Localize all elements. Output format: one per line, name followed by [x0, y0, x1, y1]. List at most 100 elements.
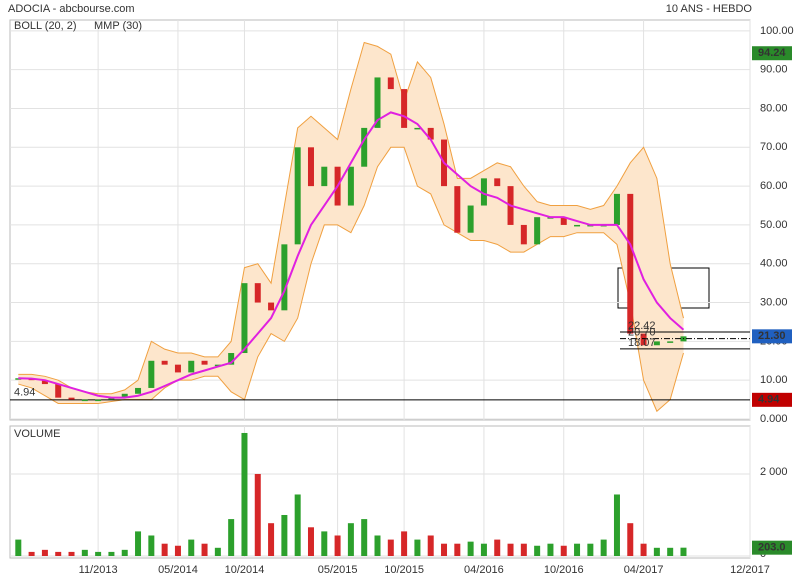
y-tick-label: 0.000 [760, 413, 788, 425]
volume-bar [480, 543, 487, 556]
candle [627, 193, 634, 334]
y-tick-label: 30.00 [760, 296, 788, 308]
candle [281, 244, 288, 311]
candle [201, 360, 208, 365]
chart-title: ADOCIA - abcbourse.com [8, 3, 135, 15]
x-tick-label: 04/2016 [464, 564, 504, 576]
level-label: 22.42 [628, 320, 656, 332]
candle [135, 387, 142, 394]
candle [161, 360, 168, 365]
low-badge-label: 4.94 [758, 394, 780, 406]
volume-bar [95, 551, 102, 556]
volume-bar [653, 547, 660, 556]
volume-bar [600, 539, 607, 556]
volume-bar [387, 539, 394, 556]
candle [294, 147, 301, 245]
volume-bar [441, 543, 448, 556]
volume-bar [574, 543, 581, 556]
volume-bar [507, 543, 514, 556]
volume-bar [347, 523, 354, 556]
y-tick-label: 100.00 [760, 25, 794, 37]
volume-bar [680, 547, 687, 556]
candle [214, 364, 221, 367]
high-badge [752, 46, 792, 61]
candle [667, 341, 674, 343]
volume-bar [241, 432, 248, 556]
x-tick-label: 12/2017 [730, 564, 770, 576]
band-fill [18, 42, 684, 412]
level-label: 20.70 [628, 327, 656, 339]
candle [41, 380, 48, 385]
x-tick-label: 10/2015 [384, 564, 424, 576]
volume-bar [427, 535, 434, 556]
candle [68, 397, 75, 400]
candle [387, 77, 394, 90]
y-tick-label: 90.00 [760, 64, 788, 76]
candle [427, 127, 434, 140]
volume-bar [321, 531, 328, 556]
candle [653, 341, 660, 346]
legend-label: BOLL (20, 2) [14, 20, 77, 32]
volume-bar [547, 543, 554, 556]
volume-bar [613, 494, 620, 556]
volume-bar [520, 543, 527, 556]
volume-bar [294, 494, 301, 556]
volume-bar [174, 545, 181, 556]
volume-bar [627, 523, 634, 556]
candle [81, 399, 88, 402]
last-badge-label: 21.30 [758, 330, 786, 342]
candle [148, 360, 155, 388]
volume-badge [752, 540, 792, 555]
y-tick-label: 70.00 [760, 141, 788, 153]
volume-bar [281, 514, 288, 556]
volume-bar [401, 531, 408, 556]
candle [454, 186, 461, 233]
candle [228, 353, 235, 365]
volume-bar [414, 539, 421, 556]
volume-bar [254, 473, 261, 556]
volume-bar [467, 541, 474, 556]
volume-bar [454, 543, 461, 556]
volume-bar [494, 539, 501, 556]
volume-bar [28, 551, 35, 556]
x-tick-label: 04/2017 [624, 564, 664, 576]
volume-bar [268, 523, 275, 556]
candle [520, 224, 527, 245]
mmp-line [18, 111, 685, 399]
volume-bar [81, 549, 88, 556]
volume-bar [108, 551, 115, 556]
candle [574, 224, 581, 227]
candle [174, 364, 181, 373]
volume-bar [307, 527, 314, 556]
volume-bar [135, 531, 142, 556]
candle [480, 178, 487, 206]
y-tick-label: 10.00 [760, 374, 788, 386]
low-badge [752, 392, 792, 407]
volume-bar [560, 545, 567, 556]
candle [494, 178, 501, 187]
volume-title: VOLUME [14, 428, 60, 440]
volume-bar [201, 543, 208, 556]
candle [95, 399, 102, 402]
volume-bar [161, 543, 168, 556]
volume-bar [334, 535, 341, 556]
x-tick-label: 10/2016 [544, 564, 584, 576]
candle [307, 147, 314, 187]
candle [640, 333, 647, 346]
candle [347, 166, 354, 206]
volume-bar [15, 539, 22, 556]
volume-bar [374, 535, 381, 556]
candle [467, 205, 474, 233]
volume-badge-label: 203.0 [758, 542, 786, 554]
x-tick-label: 11/2013 [79, 564, 118, 576]
level-label: 18.07 [628, 337, 656, 349]
high-badge-label: 94.24 [758, 47, 786, 59]
candle [534, 217, 541, 245]
candle [321, 166, 328, 187]
legend-label: MMP (30) [94, 20, 142, 32]
volume-bar [640, 543, 647, 556]
volume-bar [148, 535, 155, 556]
candle [361, 127, 368, 167]
candle [401, 89, 408, 128]
